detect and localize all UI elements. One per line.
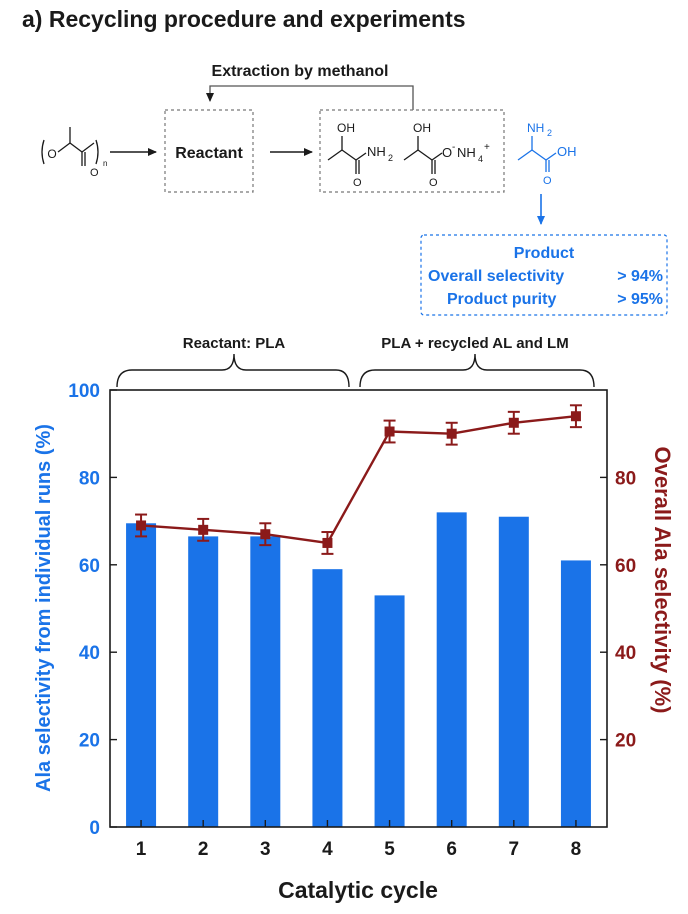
bar-cycle-2 xyxy=(188,536,219,827)
marker-cycle-1 xyxy=(136,520,147,531)
bar-cycle-6 xyxy=(436,512,467,827)
left-axis-label: Ala selectivity from individual runs (%) xyxy=(33,424,55,792)
right-axis-label: Overall Ala selectivity (%) xyxy=(650,447,675,714)
reactant-box xyxy=(164,109,254,193)
polymer-subscript: n xyxy=(103,159,107,168)
right-axis: 20 40 60 80 xyxy=(600,468,636,752)
bar-cycle-4 xyxy=(312,569,343,827)
x-tick-label-4: 4 xyxy=(322,839,333,860)
marker-cycle-2 xyxy=(198,524,209,535)
lactate-carbonyl-o: O xyxy=(429,177,438,189)
lactate-oxygen: O xyxy=(442,145,452,160)
right-tick-label-40: 40 xyxy=(615,643,636,664)
lactate-oh: OH xyxy=(413,121,431,135)
lactamide-carbonyl-o: O xyxy=(353,177,362,189)
polymer-carbonyl-oxygen: O xyxy=(90,167,99,179)
extraction-label: Extraction by methanol xyxy=(212,63,389,80)
right-tick-label-20: 20 xyxy=(615,731,636,752)
x-tick-label-7: 7 xyxy=(509,839,520,860)
x-tick-label-8: 8 xyxy=(571,839,582,860)
alanine-structure xyxy=(517,136,557,172)
ammonium-plus: + xyxy=(484,142,490,153)
lactamide-structure xyxy=(327,136,367,174)
right-tick-label-80: 80 xyxy=(615,468,636,489)
overall-selectivity-line xyxy=(140,415,577,545)
product-title: Product xyxy=(514,245,575,262)
bracket-reactant-pla xyxy=(116,353,350,388)
intermediates-box xyxy=(319,109,505,193)
alanine-carbonyl-o: O xyxy=(543,175,552,187)
left-tick-label-100: 100 xyxy=(68,381,100,402)
ammonium-subscript: 4 xyxy=(478,154,483,164)
product-box xyxy=(420,234,668,316)
polymer-oxygen: O xyxy=(47,147,56,161)
marker-cycle-4 xyxy=(322,537,333,548)
lactate-minus: - xyxy=(452,142,455,153)
marker-cycle-6 xyxy=(446,428,457,439)
x-axis: 1 2 3 4 5 6 7 8 xyxy=(136,820,581,860)
lactamide-oh: OH xyxy=(337,121,355,135)
left-tick-label-0: 0 xyxy=(89,818,100,839)
ammonium-lactate-structure xyxy=(403,136,443,174)
bracket-label-reactant-pla: Reactant: PLA xyxy=(183,335,286,352)
product-selectivity-label: Overall selectivity xyxy=(428,268,564,285)
marker-cycle-7 xyxy=(508,417,519,428)
product-purity-label: Product purity xyxy=(447,291,556,308)
ammonium-nh4: NH xyxy=(457,145,476,160)
x-tick-label-1: 1 xyxy=(136,839,147,860)
bar-cycle-5 xyxy=(374,595,405,827)
bracket-label-recycled: PLA + recycled AL and LM xyxy=(381,335,568,352)
left-tick-label-40: 40 xyxy=(79,643,100,664)
alanine-nh2-subscript: 2 xyxy=(547,128,552,138)
extraction-loop-arrow xyxy=(206,85,414,110)
product-purity-value: > 95% xyxy=(617,291,663,308)
bracket-recycled xyxy=(359,353,595,388)
right-tick-label-60: 60 xyxy=(615,556,636,577)
pla-polymer-structure xyxy=(41,127,99,166)
x-tick-label-5: 5 xyxy=(384,839,395,860)
bar-cycle-8 xyxy=(560,560,591,827)
left-tick-label-60: 60 xyxy=(79,556,100,577)
reaction-scheme: Extraction by methanol O O n Reactant xyxy=(41,63,668,316)
bar-cycle-7 xyxy=(498,516,529,827)
product-selectivity-value: > 94% xyxy=(617,268,663,285)
bar-series xyxy=(126,512,591,827)
x-tick-label-3: 3 xyxy=(260,839,271,860)
marker-cycle-5 xyxy=(384,426,395,437)
left-tick-label-20: 20 xyxy=(79,731,100,752)
marker-cycle-3 xyxy=(260,529,271,540)
x-tick-label-2: 2 xyxy=(198,839,209,860)
marker-cycle-8 xyxy=(570,411,581,422)
bar-cycle-3 xyxy=(250,536,281,827)
x-tick-label-6: 6 xyxy=(446,839,457,860)
alanine-nh2: NH xyxy=(527,121,544,135)
left-axis: 0 20 40 60 80 100 xyxy=(68,381,117,839)
chart: Reactant: PLA PLA + recycled AL and LM 0… xyxy=(33,335,675,903)
lactamide-nh2: NH xyxy=(367,144,386,159)
figure-title: a) Recycling procedure and experiments xyxy=(22,6,466,32)
plot-frame xyxy=(109,389,608,828)
bar-cycle-1 xyxy=(126,523,157,827)
reactant-label: Reactant xyxy=(175,145,243,162)
lactamide-nh2-subscript: 2 xyxy=(388,153,393,163)
x-axis-label: Catalytic cycle xyxy=(278,877,438,903)
left-tick-label-80: 80 xyxy=(79,468,100,489)
line-series xyxy=(135,404,582,555)
alanine-oh: OH xyxy=(557,144,577,159)
